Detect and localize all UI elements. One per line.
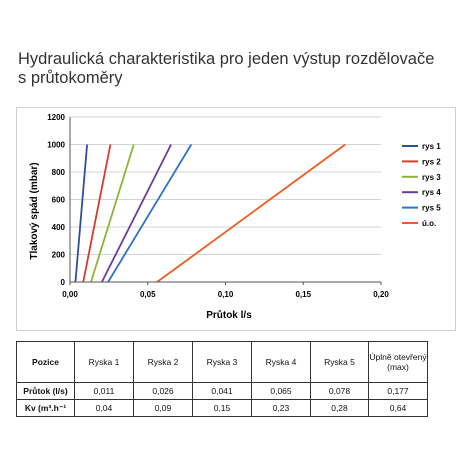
series-line-4 [101,144,172,283]
table-header-cell: Ryska 3 [192,341,252,383]
series-line-5 [107,144,193,283]
y-tick-label: 800 [52,168,66,177]
x-axis-label: Průtok l/s [206,309,252,321]
x-tick-label: 0,05 [140,290,156,299]
table-header-pozice: Pozice [16,341,75,383]
chart-title: Hydraulická charakteristika pro jeden vý… [18,50,458,88]
legend-label: ú.o. [422,219,436,228]
table-cell: 0,04 [74,399,134,417]
table-header-row: Pozice Ryska 1 Ryska 2 Ryska 3 Ryska 4 Ryska … [16,341,428,383]
x-tick-label: 0,15 [295,290,311,299]
legend-label: rys 3 [422,173,441,182]
table-header-cell: Ryska 2 [133,341,193,383]
table-cell: 0,065 [251,382,311,400]
table-header-cell: Ryska 4 [251,341,311,383]
y-tick-label: 400 [52,223,66,232]
legend-label: rys 5 [422,204,441,213]
x-tick-label: 0,10 [218,290,234,299]
table-row: Průtok (l/s) 0,011 0,026 0,041 0,065 0,078 0,1… [16,382,428,400]
legend-label: rys 4 [422,188,441,197]
table-cell: 0,28 [310,399,369,417]
y-tick-label: 200 [52,251,66,260]
table-cell: 0,23 [251,399,311,417]
table-cell: 0,078 [310,382,369,400]
row-label: Průtok (l/s) [16,382,75,400]
y-axis-label: Tlakový spád (mbar) [29,162,40,259]
y-tick-label: 1200 [47,113,65,122]
table-row: Kv (m³.h⁻¹ 0,04 0,09 0,15 0,23 0,28 0,64 [16,399,428,417]
table-header-cell: Úplně otevřený (max) [368,341,428,383]
y-tick-label: 1000 [47,141,65,150]
data-table: Pozice Ryska 1 Ryska 2 Ryska 3 Ryska 4 Ryska … [16,341,428,417]
title-line-2: s průtokoměry [18,69,123,87]
x-tick-label: 0,20 [373,290,389,299]
table-header-cell: Ryska 5 [310,341,369,383]
series-line-3 [90,144,135,283]
series-line-1 [74,144,89,283]
table-cell: 0,64 [368,399,428,417]
row-label: Kv (m³.h⁻¹ [16,399,75,417]
y-tick-label: 0 [61,278,66,287]
table-cell: 0,026 [133,382,193,400]
title-line-1: Hydraulická charakteristika pro jeden vý… [18,50,435,68]
legend-label: rys 1 [422,142,441,151]
series-line-2 [82,144,112,283]
table-cell: 0,09 [133,399,193,417]
series-line-6 [156,143,346,283]
table-cell: 0,15 [192,399,252,417]
table-cell: 0,041 [192,382,252,400]
legend-label: rys 2 [422,157,441,166]
x-tick-label: 0,00 [62,290,78,299]
table-header-cell: Ryska 1 [74,341,134,383]
hydraulic-chart: 0 200 400 600 800 1000 1200 0,00 0,05 0,10 0,15 0,2… [29,113,441,321]
y-tick-label: 600 [52,196,66,205]
table-cell: 0,011 [74,382,134,400]
table-cell: 0,177 [368,382,428,400]
